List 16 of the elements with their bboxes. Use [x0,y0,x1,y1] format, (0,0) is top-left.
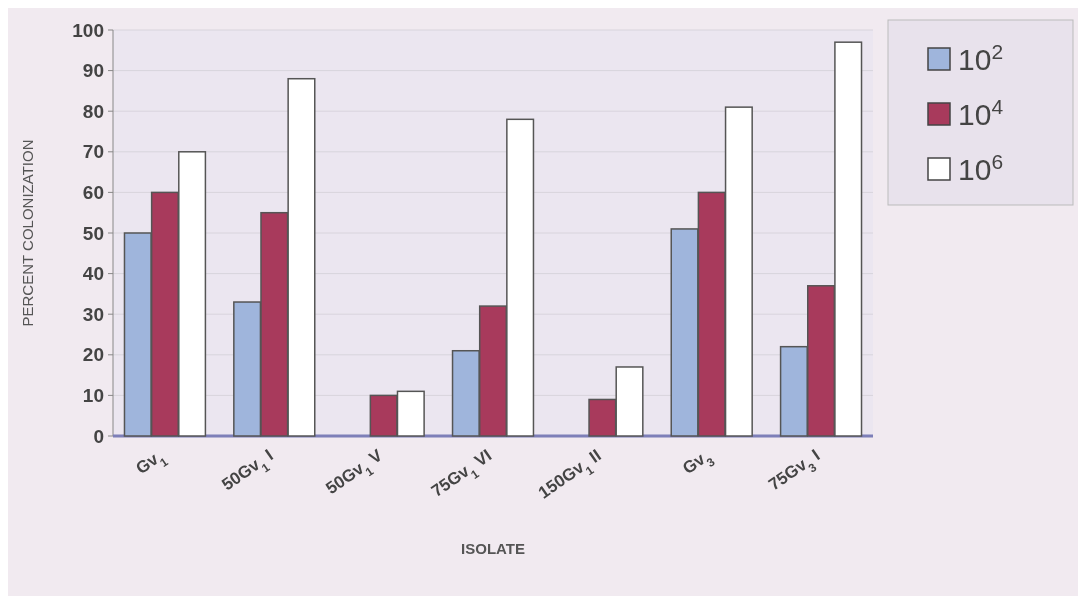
legend-label: 10$^{2}$ [958,39,1004,76]
y-tick-label: 90 [82,60,104,82]
y-tick-label: 100 [72,19,104,41]
legend-label: 10$^{4}$ [958,94,1004,131]
y-tick-label: 50 [82,222,104,244]
x-axis-title: ISOLATE [461,540,525,557]
y-tick-label: 0 [93,425,104,447]
legend-label: 10$^{6}$ [958,149,1004,186]
y-tick-label: 10 [82,385,104,407]
y-tick-label: 40 [82,263,104,285]
y-axis-title: PERCENT COLONIZATION [19,139,36,327]
y-tick-label: 30 [82,303,104,325]
y-tick-label: 20 [82,344,104,366]
y-tick-label: 80 [82,100,104,122]
y-tick-label: 70 [82,141,104,163]
y-tick-label: 60 [82,182,104,204]
